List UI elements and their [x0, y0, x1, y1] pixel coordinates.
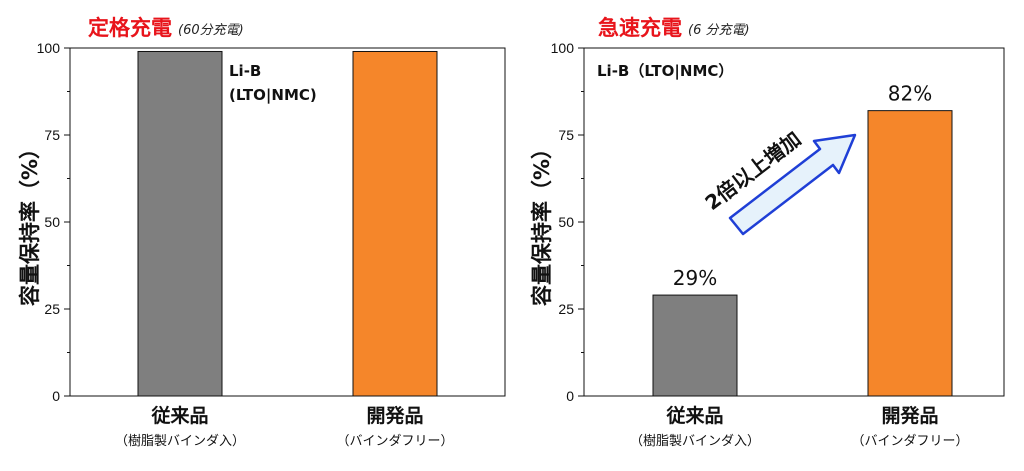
- right-y-tick-label: 25: [558, 301, 574, 317]
- left-y-tick-label: 50: [44, 214, 60, 230]
- right-chart-title: 急速充電: [598, 16, 682, 40]
- right-y-tick-label: 0: [566, 388, 574, 404]
- left-y-tick-label: 25: [44, 301, 60, 317]
- right-y-tick-label: 50: [558, 214, 574, 230]
- left-category-label-1: 開発品: [366, 404, 423, 427]
- left-annotation-line2: (LTO|NMC): [229, 86, 317, 105]
- left-bar-1: [352, 50, 438, 397]
- right-category-label-0: 従来品: [665, 404, 723, 427]
- left-y-axis-label: 容量保持率（%）: [18, 138, 42, 306]
- left-chart-subtitle: (60分充電): [178, 23, 244, 38]
- left-bars: [137, 50, 438, 397]
- right-bar-value-label-0: 29%: [673, 266, 717, 290]
- right-category-note-0: （樹脂製バインダ入）: [630, 434, 760, 449]
- right-annotation: Li-B（LTO|NMC）: [597, 62, 733, 81]
- right-bars: 29% 82%: [652, 82, 953, 397]
- growth-arrow: [728, 133, 857, 236]
- left-category-note-1: （バインダフリー）: [336, 434, 453, 449]
- left-bar-0: [137, 50, 223, 397]
- right-bar-0: [652, 294, 738, 397]
- left-category-label-0: 従来品: [150, 404, 208, 427]
- left-y-axis: 0 25 50 75 100: [37, 40, 70, 404]
- right-category-label-1: 開発品: [881, 404, 938, 427]
- right-category-note-1: （バインダフリー）: [851, 434, 968, 449]
- left-category-note-0: （樹脂製バインダ入）: [115, 434, 245, 449]
- right-y-tick-label: 75: [558, 127, 574, 143]
- left-y-tick-label: 100: [37, 40, 61, 56]
- right-bar-value-label-1: 82%: [888, 82, 932, 106]
- right-chart-subtitle: (6 分充電): [688, 23, 750, 38]
- right-y-axis-label: 容量保持率（%）: [530, 138, 554, 306]
- right-bar-1: [867, 110, 953, 397]
- left-y-tick-label: 75: [44, 127, 60, 143]
- left-chart: 定格充電 (60分充電) 0 25 50 75 100 容量保持率（%） Li-B (L…: [18, 16, 506, 449]
- right-y-tick-label: 100: [551, 40, 575, 56]
- left-annotation-line1: Li-B: [229, 62, 261, 80]
- left-chart-title: 定格充電: [88, 16, 172, 40]
- right-y-axis: 0 25 50 75 100: [551, 40, 584, 404]
- left-y-tick-label: 0: [52, 388, 60, 404]
